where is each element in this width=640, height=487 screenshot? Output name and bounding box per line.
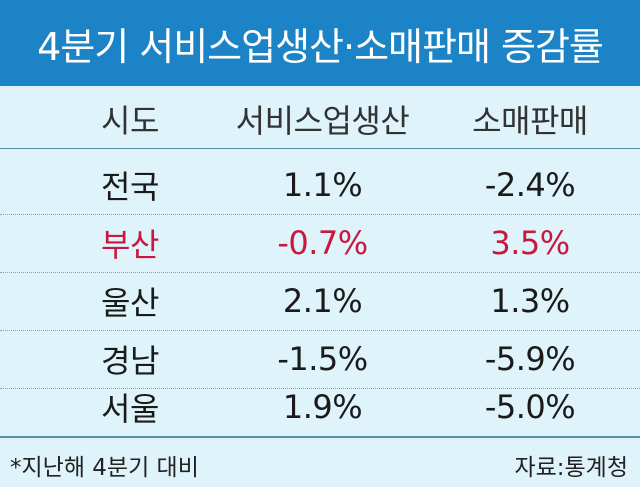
retail-value-cell: 3.5% xyxy=(490,224,570,262)
retail-value-cell: -5.9% xyxy=(484,340,576,378)
region-cell: 서울 xyxy=(101,390,159,428)
table-footer: *지난해 4분기 대비 자료:통계청 xyxy=(0,436,640,487)
header-region: 시도 xyxy=(101,102,159,140)
table-row: 전국 1.1% -2.4% xyxy=(0,156,640,215)
service-value-cell: 2.1% xyxy=(282,282,363,320)
data-table: 시도 서비스업생산 소매판매 전국 1.1% -2.4% 부산 -0.7% 3.… xyxy=(0,86,640,436)
region-cell: 경남 xyxy=(101,342,159,380)
retail-value-cell: -2.4% xyxy=(484,166,576,204)
service-value-cell: -0.7% xyxy=(277,224,368,262)
table-row: 울산 2.1% 1.3% xyxy=(0,272,640,331)
table-row-highlighted: 부산 -0.7% 3.5% xyxy=(0,214,640,273)
source-credit: 자료:통계청 xyxy=(514,455,628,481)
retail-value-cell: 1.3% xyxy=(490,282,570,320)
header-retail-sales: 소매판매 xyxy=(472,102,588,140)
retail-value-cell: -5.0% xyxy=(484,388,576,426)
header-service-production: 서비스업생산 xyxy=(235,102,410,140)
region-cell: 전국 xyxy=(101,168,159,206)
service-value-cell: 1.1% xyxy=(282,166,363,204)
table-header-row: 시도 서비스업생산 소매판매 xyxy=(0,90,640,149)
region-cell: 부산 xyxy=(101,226,159,264)
footnote: *지난해 4분기 대비 xyxy=(10,455,199,481)
service-value-cell: -1.5% xyxy=(277,340,368,378)
table-row: 경남 -1.5% -5.9% xyxy=(0,330,640,389)
region-cell: 울산 xyxy=(101,284,159,322)
chart-title: 4분기 서비스업생산·소매판매 증감률 xyxy=(0,0,640,86)
table-row: 서울 1.9% -5.0% xyxy=(0,378,640,436)
service-value-cell: 1.9% xyxy=(282,388,363,426)
